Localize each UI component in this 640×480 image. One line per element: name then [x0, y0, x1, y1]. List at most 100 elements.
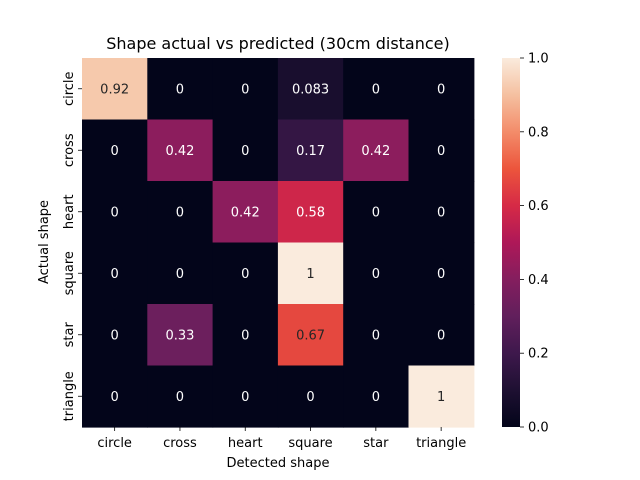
- cell-value-label: 0: [111, 328, 119, 343]
- cell-value-label: 0: [437, 267, 445, 282]
- heatmap-cell: [212, 304, 279, 367]
- heatmap-cell: [82, 181, 148, 244]
- heatmap-cell: [212, 365, 279, 428]
- heatmap-cell: [343, 365, 410, 428]
- x-axis-label: Detected shape: [227, 456, 330, 471]
- heatmap-cell: [408, 181, 475, 244]
- heatmap-cell-labels: 0.92 0 0 0.083 0 0 0 0.42 0 0.17 0.42 0 0 0 0.42 0.58 0 0…: [100, 82, 445, 405]
- heatmap-cell: [408, 365, 475, 428]
- cell-value-label: 0: [241, 328, 249, 343]
- colorbar-tick-label: 0.0: [528, 421, 549, 436]
- heatmap-cell: [277, 365, 344, 428]
- cell-value-label: 0: [437, 82, 445, 97]
- cell-value-label: 0.67: [296, 328, 325, 343]
- heatmap-cell: [212, 181, 279, 244]
- cell-value-label: 0: [437, 144, 445, 159]
- cell-value-label: 0.42: [361, 144, 390, 159]
- y-tick-labels: circle cross heart square star triangle: [62, 71, 82, 421]
- cell-value-label: 0: [306, 390, 314, 405]
- cell-value-label: 0: [176, 82, 184, 97]
- heatmap-cell: [147, 58, 214, 121]
- heatmap-cell: [212, 242, 279, 305]
- heatmap-cell: [147, 119, 214, 182]
- y-tick-label: triangle: [62, 371, 77, 421]
- cell-value-label: 0: [372, 205, 380, 220]
- cell-value-label: 0.42: [231, 205, 260, 220]
- cell-value-label: 0.17: [296, 144, 325, 159]
- heatmap-cell: [277, 181, 344, 244]
- cell-value-label: 0.92: [100, 82, 129, 97]
- x-tick-label: square: [288, 436, 332, 451]
- x-tick-label: star: [363, 436, 389, 451]
- heatmap-cell: [82, 58, 148, 121]
- cell-value-label: 0: [437, 328, 445, 343]
- heatmap-cell: [343, 58, 410, 121]
- x-tick-label: cross: [163, 436, 197, 451]
- y-tick-label: cross: [62, 133, 77, 167]
- y-tick-label: square: [62, 251, 77, 295]
- x-tick-label: heart: [228, 436, 263, 451]
- heatmap-cell: [82, 242, 148, 305]
- heatmap-cell: [147, 304, 214, 367]
- cell-value-label: 0.58: [296, 205, 325, 220]
- y-axis-label: Actual shape: [37, 200, 52, 284]
- cell-value-label: 0: [372, 267, 380, 282]
- cell-value-label: 0: [372, 328, 380, 343]
- cell-value-label: 0: [372, 390, 380, 405]
- cell-value-label: 0: [111, 205, 119, 220]
- x-tick-label: triangle: [416, 436, 466, 451]
- heatmap-cell: [277, 304, 344, 367]
- cell-value-label: 0: [176, 267, 184, 282]
- cell-value-label: 0: [176, 205, 184, 220]
- cell-value-label: 0: [111, 144, 119, 159]
- colorbar: [502, 58, 520, 427]
- colorbar-ticks: 0.0 0.2 0.4 0.6 0.8 1.0: [520, 52, 549, 436]
- y-tick-label: heart: [62, 194, 77, 229]
- heatmap-cell: [147, 242, 214, 305]
- colorbar-tick-label: 0.8: [528, 125, 549, 140]
- colorbar-tick-label: 0.4: [528, 273, 549, 288]
- heatmap-cell: [82, 365, 148, 428]
- heatmap-cell: [277, 119, 344, 182]
- cell-value-label: 0: [241, 390, 249, 405]
- colorbar-tick-label: 0.2: [528, 347, 549, 362]
- cell-value-label: 1: [437, 390, 445, 405]
- heatmap-cell: [408, 58, 475, 121]
- heatmap-cell: [277, 242, 344, 305]
- cell-value-label: 0: [437, 205, 445, 220]
- heatmap-cell: [82, 119, 148, 182]
- heatmap-cell: [408, 242, 475, 305]
- heatmap-cell: [343, 119, 410, 182]
- cell-value-label: 0: [111, 390, 119, 405]
- heatmap-cell: [147, 365, 214, 428]
- heatmap-cell: [408, 304, 475, 367]
- cell-value-label: 0.33: [165, 328, 194, 343]
- heatmap-cell: [212, 58, 279, 121]
- x-tick-label: circle: [97, 436, 132, 451]
- cell-value-label: 0: [111, 267, 119, 282]
- heatmap-cell: [147, 181, 214, 244]
- cell-value-label: 0: [241, 267, 249, 282]
- cell-value-label: 0: [241, 144, 249, 159]
- heatmap-cell: [343, 242, 410, 305]
- colorbar-tick-label: 1.0: [528, 52, 549, 67]
- colorbar-tick-label: 0.6: [528, 199, 549, 214]
- heatmap-cell: [343, 304, 410, 367]
- cell-value-label: 0: [241, 82, 249, 97]
- heatmap-cell: [212, 119, 279, 182]
- y-tick-label: circle: [62, 71, 77, 106]
- y-tick-label: star: [62, 322, 77, 348]
- cell-value-label: 1: [306, 267, 314, 282]
- chart-title: Shape actual vs predicted (30cm distance…: [106, 34, 450, 53]
- x-tick-labels: circle cross heart square star triangle: [97, 427, 466, 451]
- heatmap-cell: [408, 119, 475, 182]
- cell-value-label: 0: [176, 390, 184, 405]
- heatmap-cells: [82, 58, 475, 428]
- heatmap-cell: [277, 58, 344, 121]
- cell-value-label: 0.083: [292, 82, 329, 97]
- cell-value-label: 0: [372, 82, 380, 97]
- heatmap-cell: [343, 181, 410, 244]
- heatmap-cell: [82, 304, 148, 367]
- cell-value-label: 0.42: [165, 144, 194, 159]
